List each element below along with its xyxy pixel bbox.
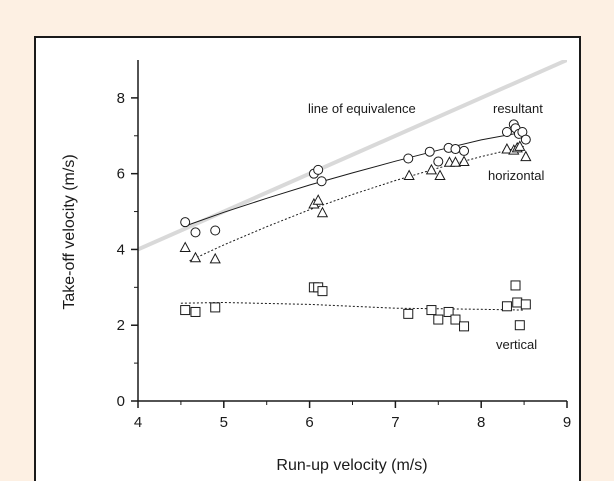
annotation-equivalence: line of equivalence bbox=[308, 101, 416, 116]
fit-curve-vertical bbox=[180, 301, 525, 311]
data-point-horizontal bbox=[458, 155, 470, 167]
data-point-resultant bbox=[190, 227, 201, 238]
y-tick-label: 2 bbox=[117, 317, 125, 334]
data-point-vertical bbox=[443, 306, 454, 317]
data-point-vertical bbox=[433, 314, 444, 325]
y-axis-label: Take-off velocity (m/s) bbox=[61, 154, 78, 309]
data-point-vertical bbox=[180, 305, 191, 316]
data-point-horizontal bbox=[179, 241, 191, 253]
fit-curve-resultant bbox=[185, 131, 525, 227]
data-point-resultant bbox=[459, 145, 470, 156]
data-point-horizontal bbox=[514, 140, 526, 151]
x-tick-label: 4 bbox=[134, 414, 142, 431]
data-point-horizontal bbox=[312, 194, 324, 205]
fit-curve-layer bbox=[180, 131, 525, 311]
equivalence-line-layer bbox=[138, 60, 567, 252]
marker-layer bbox=[179, 119, 532, 332]
data-point-vertical bbox=[520, 299, 531, 310]
data-point-resultant bbox=[180, 217, 191, 228]
y-tick-label: 8 bbox=[117, 90, 125, 107]
data-point-horizontal bbox=[434, 169, 446, 181]
data-point-resultant bbox=[520, 134, 531, 145]
data-point-vertical bbox=[450, 314, 461, 325]
x-tick-label: 8 bbox=[477, 414, 485, 431]
figure-panel bbox=[34, 36, 581, 481]
data-point-vertical bbox=[426, 305, 437, 316]
data-point-horizontal bbox=[403, 169, 415, 181]
data-point-vertical bbox=[403, 308, 414, 319]
data-point-resultant bbox=[403, 153, 414, 164]
data-point-resultant bbox=[450, 144, 461, 155]
x-tick-label: 7 bbox=[391, 414, 399, 431]
y-tick-label: 4 bbox=[117, 241, 125, 258]
x-tick-label: 5 bbox=[220, 414, 228, 431]
x-axis-label: Run-up velocity (m/s) bbox=[276, 457, 427, 474]
data-point-vertical bbox=[317, 286, 328, 297]
data-point-horizontal bbox=[449, 156, 462, 167]
data-point-vertical bbox=[190, 306, 201, 317]
x-tick-label: 9 bbox=[563, 414, 571, 431]
y-tick-label: 6 bbox=[117, 166, 125, 183]
data-point-vertical bbox=[501, 301, 512, 312]
x-tick-label: 6 bbox=[305, 414, 313, 431]
data-point-horizontal bbox=[501, 142, 513, 154]
data-point-resultant bbox=[424, 146, 435, 157]
fit-curve-horizontal bbox=[189, 145, 525, 262]
data-point-horizontal bbox=[425, 163, 438, 175]
data-point-vertical bbox=[514, 320, 525, 331]
annotation-horizontal: horizontal bbox=[488, 168, 544, 183]
data-point-vertical bbox=[210, 302, 221, 313]
data-point-resultant bbox=[433, 156, 444, 167]
tick-layer: 4 5 6 7 8 9 0 2 4 6 8 bbox=[117, 90, 572, 431]
data-point-horizontal bbox=[189, 251, 202, 263]
y-tick-label: 0 bbox=[117, 393, 125, 410]
data-point-vertical bbox=[459, 321, 470, 332]
equivalence-line bbox=[138, 60, 567, 252]
data-point-vertical bbox=[512, 297, 523, 308]
annotation-vertical: vertical bbox=[496, 337, 537, 352]
data-point-resultant bbox=[313, 164, 324, 175]
data-point-horizontal bbox=[209, 252, 221, 264]
data-point-resultant bbox=[501, 126, 512, 137]
data-point-horizontal bbox=[316, 206, 329, 218]
data-point-vertical bbox=[510, 280, 521, 291]
data-point-resultant bbox=[316, 176, 327, 187]
data-point-horizontal bbox=[520, 150, 532, 162]
annotation-resultant: resultant bbox=[493, 101, 543, 116]
data-point-resultant bbox=[210, 225, 221, 236]
